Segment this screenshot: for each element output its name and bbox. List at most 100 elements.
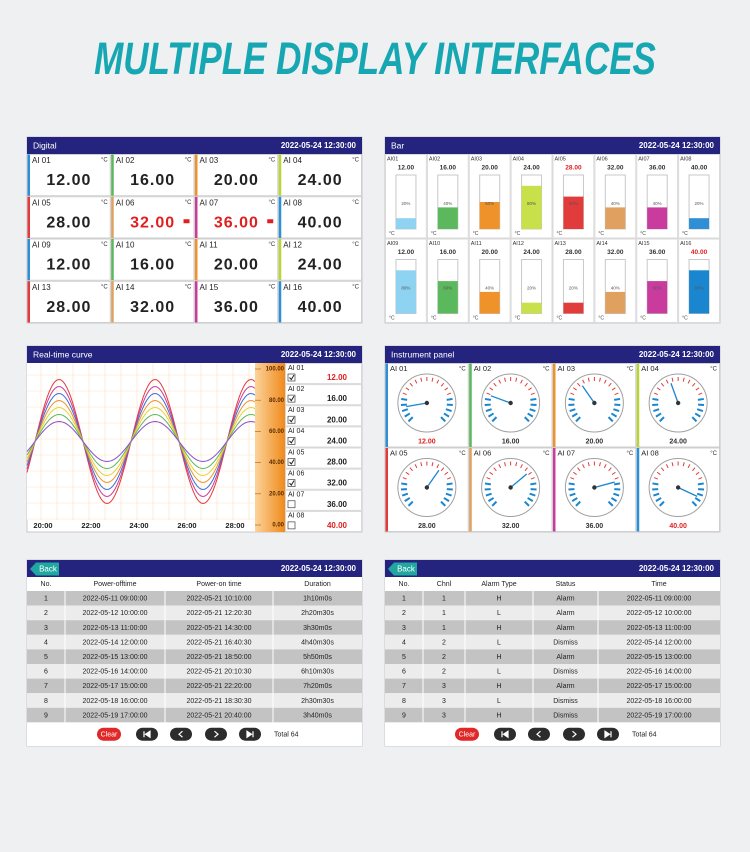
table-cell: 3 [402, 625, 406, 632]
gauge-tick [485, 408, 492, 412]
table-cell: H [496, 654, 501, 661]
table-cell: 4h40m30s [301, 639, 334, 646]
table-cell: 2 [402, 610, 406, 617]
unit: °C [269, 200, 276, 206]
nav-button-shape[interactable] [563, 727, 585, 741]
table-row [385, 707, 720, 723]
checkbox[interactable] [287, 479, 296, 487]
digital-cell: AI 03 °C 20.00 [194, 154, 279, 197]
channel-color [111, 281, 114, 323]
gauge-tick [409, 382, 413, 387]
bar-fill [395, 218, 416, 229]
back-button[interactable] [30, 562, 59, 576]
clear-button[interactable] [455, 727, 479, 741]
gauge-tick [659, 500, 665, 507]
gauge-tick [671, 377, 674, 382]
fill-label: 50% [485, 201, 494, 206]
table-cell: 2022-05-18 16:00:00 [627, 698, 692, 705]
channel-name: AI 05 [32, 198, 51, 207]
channel-item: AI 06 32.00 [285, 468, 362, 490]
channel-value: 36.00 [214, 299, 259, 316]
column-header: Alarm Type [481, 581, 516, 588]
table-cell: L [497, 639, 501, 646]
nav-button-shape[interactable] [170, 727, 192, 741]
gauge-tick [491, 416, 498, 423]
curve-line [26, 392, 256, 491]
column-header: Power-offtime [93, 581, 136, 588]
gauge-tick [568, 482, 575, 486]
time-label: 20:00 [33, 521, 52, 530]
bar-fill [395, 270, 416, 314]
gauge-tick [613, 408, 620, 412]
table-cell: H [496, 625, 501, 632]
curve-chart [26, 363, 256, 520]
channel-item: AI 01 12.00 [285, 363, 362, 385]
scale-label: 0.00 [272, 523, 284, 529]
channel-name: AI11 [471, 241, 482, 247]
column-header: Chnl [437, 581, 452, 588]
panel-header [385, 346, 720, 363]
channel-value: 12.00 [398, 249, 415, 256]
unit: °C [710, 451, 717, 457]
table-cell: 1h10m0s [303, 596, 332, 603]
nav-button-shape[interactable] [205, 727, 227, 741]
gauge-hub [675, 400, 681, 406]
nav-button-shape[interactable] [528, 727, 550, 741]
gauge-tick [484, 397, 492, 401]
gauge-tick [571, 412, 578, 418]
checkbox[interactable] [287, 458, 296, 466]
checkbox[interactable] [287, 373, 296, 382]
nav-icon [501, 730, 509, 739]
checkbox[interactable] [287, 437, 296, 445]
unit: °C [269, 284, 276, 290]
checkmark [289, 374, 295, 381]
checkbox[interactable] [287, 394, 296, 403]
checkbox[interactable] [287, 500, 296, 509]
channel-name: AI 07 [288, 492, 304, 499]
gauge-tick [405, 387, 410, 391]
scale-label: 80.00 [269, 398, 285, 404]
channel-color [636, 363, 640, 447]
channel-value: 12.00 [46, 257, 91, 274]
clear-button[interactable] [97, 727, 121, 741]
datetime: 2022-05-24 12:30:00 [281, 564, 357, 573]
channel-item: AI 02 16.00 [285, 384, 362, 406]
channel-name: AI 04 [288, 428, 304, 435]
table-cell: 2022-05-11 09:00:00 [627, 596, 692, 603]
checkbox[interactable] [287, 415, 296, 424]
gauge-hub [675, 485, 681, 490]
gauge-tick [485, 492, 492, 497]
gauge-tick [570, 392, 575, 396]
digital-cell: AI 02 °C 16.00 [110, 154, 195, 197]
table-row [385, 634, 720, 650]
gauge-tick [529, 492, 536, 497]
gauge-tick [698, 477, 703, 480]
unit: °C [710, 367, 717, 373]
table-cell: 2 [442, 639, 446, 646]
bar-fill [521, 185, 542, 229]
table-cell: Alarm [556, 596, 574, 603]
channel-value: 16.00 [440, 249, 457, 256]
table-cell: L [497, 669, 501, 676]
gauge-tick [440, 382, 445, 387]
table-cell: 2022-05-12 10:00:00 [83, 610, 148, 617]
alarm-icon [183, 219, 190, 224]
table-row [27, 591, 362, 606]
back-button[interactable] [388, 562, 417, 576]
channel-name: AI 01 [32, 156, 51, 165]
checkbox[interactable] [287, 521, 296, 530]
gauge-tick [493, 382, 497, 387]
nav-icon [178, 730, 183, 738]
digital-cell: AI 09 °C 12.00 [27, 238, 111, 281]
table-cell: Dismiss [553, 712, 578, 719]
panel-title: Digital [33, 140, 57, 150]
gauge-tick [436, 464, 440, 469]
channel-color [27, 239, 30, 281]
bar-cell: AI13 28.00 20% °C [552, 238, 595, 323]
gauge-tick [447, 392, 452, 396]
gauge-tick [524, 416, 530, 423]
